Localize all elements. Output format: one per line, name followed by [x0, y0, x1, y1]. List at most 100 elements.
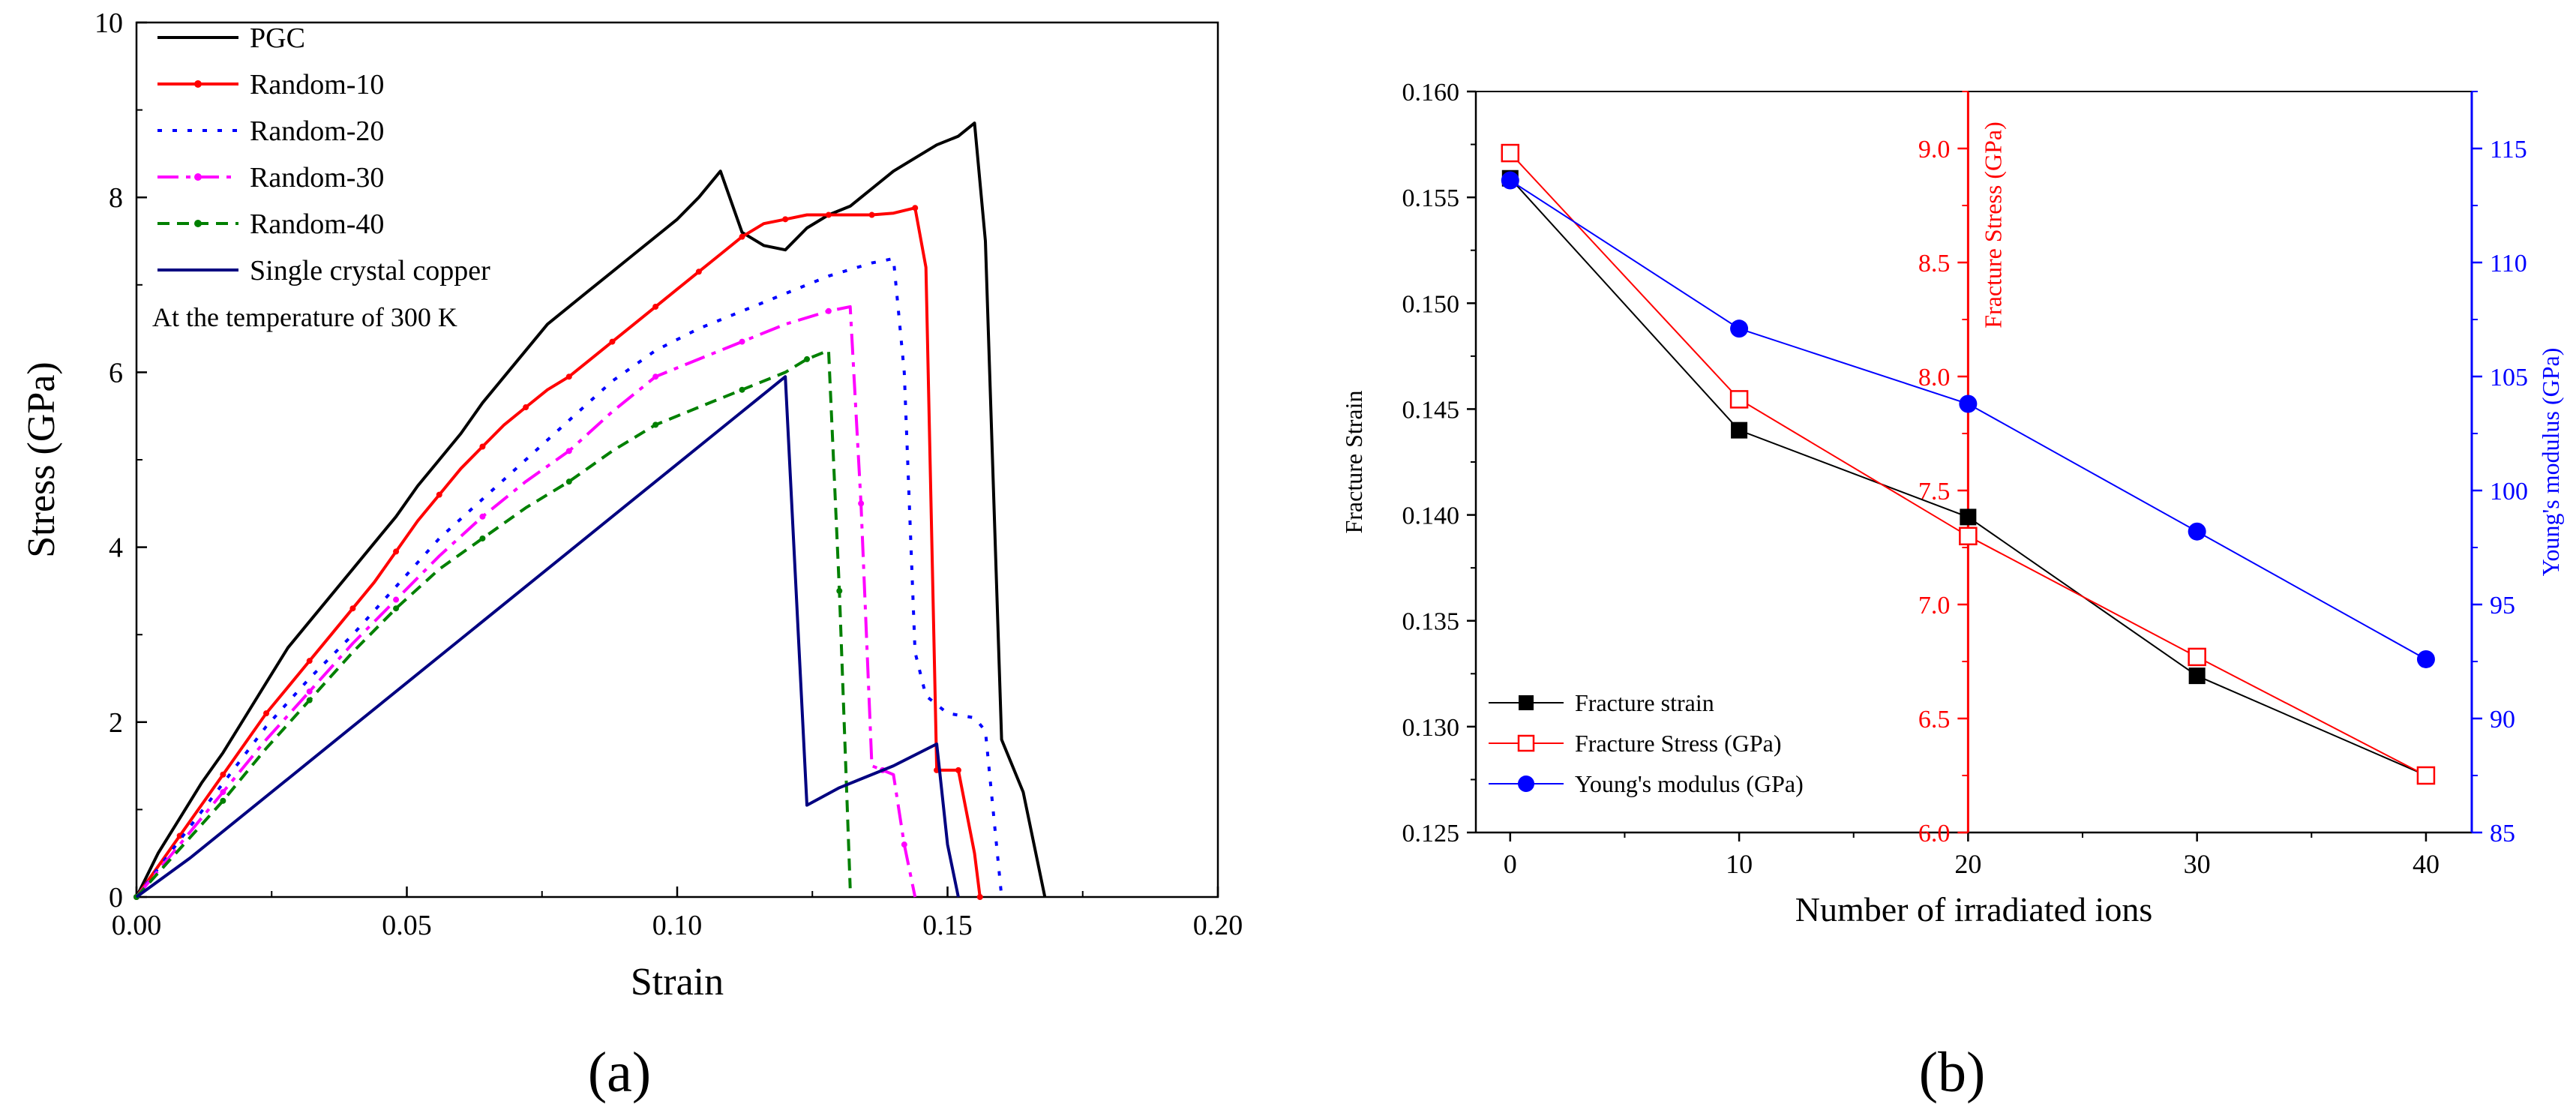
chart-a-series-random10-point	[695, 268, 702, 275]
chart-b-x-tick-label: 30	[2184, 849, 2211, 879]
chart-a-series-random40-point	[306, 697, 313, 704]
chart-a-legend-label-single: Single crystal copper	[250, 255, 490, 286]
chart-b-series-fracture-stress-point	[1501, 143, 1520, 163]
chart-a-y-tick-label: 10	[94, 8, 123, 39]
chart-a-series-random40-point	[479, 535, 486, 542]
chart-b-x-tick-label: 10	[1726, 849, 1753, 879]
chart-b-right-tick-label: 85	[2490, 820, 2515, 848]
chart-b-middle-tick-label: 9.0	[1918, 136, 1951, 164]
chart-b-legend-label-fracture-strain: Fracture strain	[1575, 689, 1714, 716]
chart-a-series-random10-point	[739, 233, 745, 240]
chart-a-series-random10-point	[393, 548, 400, 555]
chart-b-middle-axis-label: Fracture Stress (GPa)	[1979, 122, 2006, 328]
panel-label-a: (a)	[588, 1041, 651, 1104]
chart-b-left-tick-label: 0.155	[1402, 184, 1460, 212]
chart-a-series-random40-point	[739, 386, 745, 393]
chart-b-series-fracture-strain-point	[2188, 668, 2206, 685]
chart-b-middle-tick-label: 6.0	[1918, 820, 1951, 848]
chart-a-series-random10-point	[263, 710, 270, 717]
chart-a-y-tick-label: 0	[109, 882, 123, 914]
chart-b-x-tick-label: 40	[2413, 849, 2440, 879]
chart-b-right-tick-label: 95	[2490, 592, 2515, 620]
chart-b-left-tick-label: 0.150	[1402, 290, 1460, 318]
chart-a-series-random40-point	[220, 797, 226, 804]
chart-a-series-random30-point	[306, 688, 313, 694]
chart-a-series-random10-point	[479, 443, 486, 450]
chart-b-legend-marker-youngs-modulus	[1518, 776, 1534, 792]
chart-a-series-pgc-line	[135, 122, 1047, 898]
chart-b-x-axis-label: Number of irradiated ions	[1795, 890, 2152, 928]
chart-a-series-random10-point	[976, 894, 983, 900]
chart-a-legend-label-random20: Random-20	[250, 116, 384, 147]
chart-b-series-youngs-modulus-point	[2416, 650, 2435, 668]
chart-a-legend-label-pgc: PGC	[250, 22, 305, 54]
chart-b-legend-marker-fracture-stress	[1517, 734, 1535, 752]
chart-a-series-random40-point	[836, 587, 843, 594]
chart-b-series-youngs-modulus-point	[1959, 394, 1978, 413]
chart-b-middle-tick-label: 8.5	[1918, 250, 1951, 278]
chart-b-left-tick-label: 0.145	[1402, 396, 1460, 424]
chart-a-series-random30-point	[220, 789, 226, 796]
chart-a-x-tick-label: 0.20	[1193, 910, 1243, 941]
chart-b-middle-tick-label: 8.0	[1918, 364, 1951, 392]
chart-b-series-youngs-modulus-point	[2188, 522, 2206, 541]
chart-a-series-random10-point	[306, 658, 313, 664]
chart-b-middle-tick-label: 7.0	[1918, 592, 1951, 620]
chart-b-left-axis-label: Fracture Strain	[1340, 390, 1367, 533]
chart-b-series-fracture-stress-point	[2188, 647, 2206, 667]
chart-a-y-axis-label: Stress (GPa)	[20, 362, 63, 557]
chart-b-right-tick-label: 110	[2490, 250, 2527, 278]
chart-a-x-tick-label: 0.00	[112, 910, 162, 941]
chart-b-legend-label-fracture-stress: Fracture Stress (GPa)	[1575, 730, 1781, 757]
chart-a-series-random30-line	[135, 304, 917, 898]
chart-a-series-random10-line	[135, 206, 982, 898]
chart-b-right-tick-label: 105	[2490, 364, 2528, 392]
chart-b-series-fracture-strain-point	[1960, 508, 1977, 526]
chart-b-right-axis-label: Young's modulus (GPa)	[2537, 348, 2564, 577]
chart-a-x-tick-label: 0.15	[922, 910, 973, 941]
panel-label-b: (b)	[1919, 1041, 1986, 1104]
chart-a-series-random30-point	[393, 596, 400, 603]
chart-a-series-random30-point	[739, 338, 745, 345]
chart-a-legend-marker-random40	[194, 220, 202, 227]
chart-a-series-random10-point	[220, 771, 226, 778]
chart-a-series-random30-point	[652, 374, 659, 380]
chart-a-series-random10-point	[912, 205, 919, 212]
chart-a-series-random40-line	[135, 349, 852, 898]
chart-b-series-fracture-strain-point	[1731, 422, 1748, 439]
chart-a-y-tick-label: 8	[109, 182, 123, 214]
chart-a-series-random30-point	[825, 308, 832, 314]
chart-a-y-tick-label: 6	[109, 357, 123, 388]
chart-b-left-tick-label: 0.140	[1402, 502, 1460, 530]
chart-a-series-random10-point	[349, 605, 356, 612]
chart-b-series-fracture-stress-point	[1959, 526, 1978, 546]
chart-b-left-tick-label: 0.130	[1402, 714, 1460, 742]
chart-a-x-axis-label: Strain	[631, 961, 724, 1004]
chart-b-series-fracture-stress-point	[1729, 390, 1749, 409]
chart-a-legend-label-random10: Random-10	[250, 69, 384, 100]
chart-a-x-tick-label: 0.05	[382, 910, 432, 941]
chart-b-left-tick-label: 0.135	[1402, 608, 1460, 636]
chart-a-series-random10-point	[565, 374, 572, 380]
chart-a-legend-label-random40: Random-40	[250, 208, 384, 240]
chart-a-plot-frame	[135, 21, 1219, 898]
chart-b-middle-tick-label: 6.5	[1918, 706, 1951, 734]
chart-b-legend-label-youngs-modulus: Young's modulus (GPa)	[1575, 770, 1804, 797]
chart-b-series-fracture-stress-point	[2416, 766, 2436, 785]
chart-a-series-random10-point	[523, 404, 529, 411]
chart-b-series-youngs-modulus-point	[1730, 320, 1749, 338]
chart-b-left-tick-label: 0.125	[1402, 820, 1460, 848]
chart-a-series-random40-point	[652, 422, 659, 428]
chart-a-series-random30-point	[901, 842, 907, 848]
chart-a-legend-marker-random10	[194, 80, 202, 88]
chart-a-series-random40-point	[565, 478, 572, 485]
chart-a-series-random10-point	[782, 216, 789, 223]
chart-a-series-random10-point	[652, 303, 659, 310]
chart-a-series-random10-point	[955, 766, 961, 773]
chart-b-left-tick-label: 0.160	[1402, 79, 1460, 106]
chart-a-legend-marker-random30	[194, 173, 202, 181]
chart-a-annotation: At the temperature of 300 K	[152, 302, 457, 332]
chart-a-series-random20-line	[135, 256, 1003, 898]
chart-a-series-random10-point	[176, 832, 183, 839]
